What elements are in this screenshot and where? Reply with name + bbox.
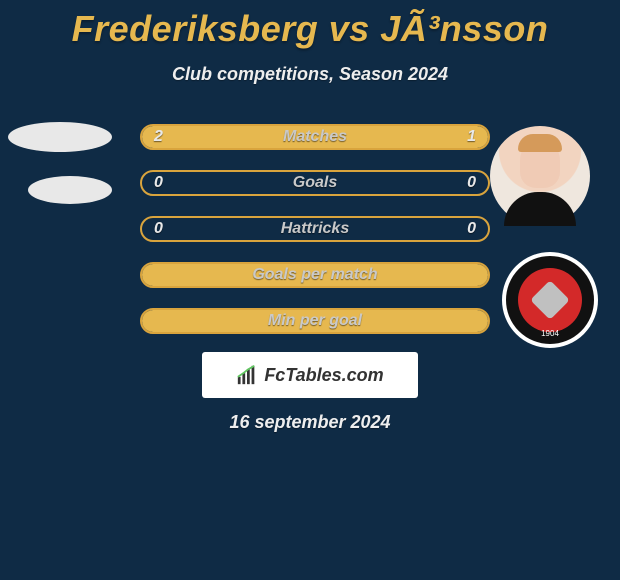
player-left-avatar-placeholder-1 [8, 122, 112, 152]
stat-label: Matches [142, 126, 488, 148]
player-right-avatar [490, 126, 590, 226]
stat-label: Hattricks [142, 218, 488, 240]
stat-row: 00Goals [140, 170, 490, 196]
stat-row: Min per goal [140, 308, 490, 334]
stat-row: Goals per match [140, 262, 490, 288]
player-left-avatar-placeholder-2 [28, 176, 112, 204]
page-title: Frederiksberg vs JÃ³nsson [0, 0, 620, 50]
stat-bars: 21Matches 00Goals 00Hattricks Goals per mat… [140, 124, 490, 354]
stat-label: Goals [142, 172, 488, 194]
stat-row: 00Hattricks [140, 216, 490, 242]
attribution-badge: FcTables.com [202, 352, 418, 398]
stat-label: Min per goal [142, 310, 488, 332]
club-badge-year: 1904 [506, 329, 594, 338]
bar-chart-icon [236, 364, 258, 386]
stat-label: Goals per match [142, 264, 488, 286]
date-text: 16 september 2024 [0, 412, 620, 433]
club-badge-inner [518, 268, 582, 332]
attribution-text: FcTables.com [264, 365, 383, 386]
stat-row: 21Matches [140, 124, 490, 150]
page-subtitle: Club competitions, Season 2024 [0, 64, 620, 85]
hammer-icon [530, 280, 570, 320]
club-badge: 1904 [502, 252, 598, 348]
